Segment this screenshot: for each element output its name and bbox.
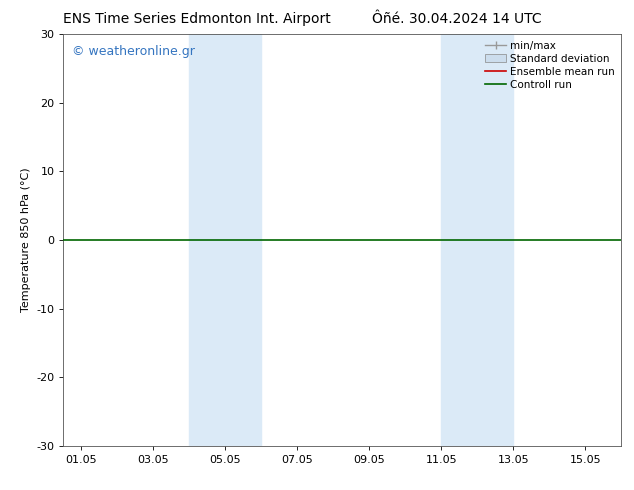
- Text: © weatheronline.gr: © weatheronline.gr: [72, 45, 195, 58]
- Y-axis label: Temperature 850 hPa (°C): Temperature 850 hPa (°C): [21, 168, 30, 313]
- Text: ENS Time Series Edmonton Int. Airport: ENS Time Series Edmonton Int. Airport: [63, 12, 330, 26]
- Bar: [441, 34, 514, 446]
- Bar: [190, 34, 261, 446]
- Legend: min/max, Standard deviation, Ensemble mean run, Controll run: min/max, Standard deviation, Ensemble me…: [482, 37, 618, 93]
- Text: Ôñé. 30.04.2024 14 UTC: Ôñé. 30.04.2024 14 UTC: [372, 12, 541, 26]
